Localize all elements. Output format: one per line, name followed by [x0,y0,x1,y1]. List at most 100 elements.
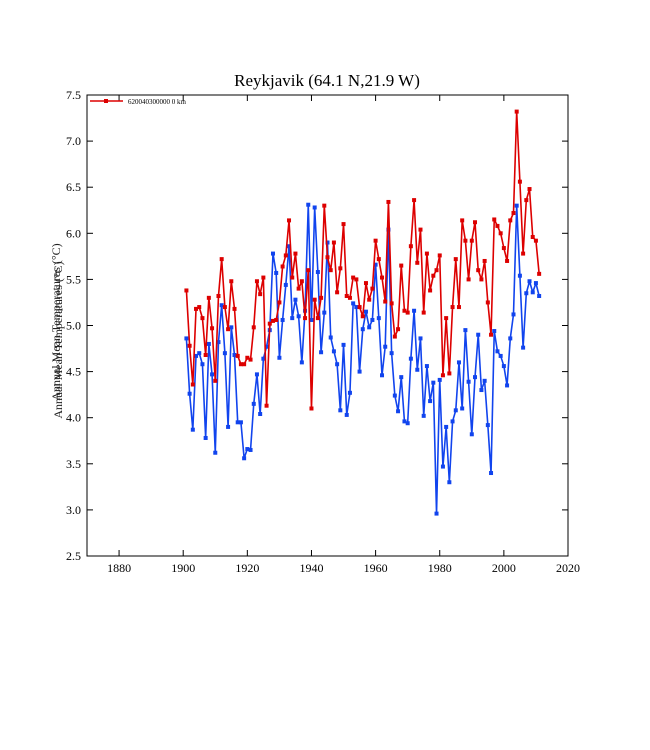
data-point [206,341,211,346]
data-point [405,310,410,315]
data-point [274,317,279,322]
data-point [415,367,420,372]
data-point [258,412,263,417]
data-point [527,279,532,284]
data-point [524,198,529,203]
data-point [479,388,484,393]
data-point [216,294,221,298]
data-point [489,471,494,476]
data-point [508,336,513,341]
y-tick-label: 5.5 [66,272,81,286]
data-point [344,294,349,298]
data-point [396,327,401,332]
data-point [299,279,304,284]
y-tick-label: 5.0 [66,319,81,333]
data-point [226,424,231,429]
data-point [322,203,327,208]
data-point [389,301,394,306]
x-tick-label: 1960 [364,561,388,575]
data-point [306,268,311,273]
data-point [203,353,208,357]
data-point [514,109,519,114]
data-point [315,316,320,321]
data-point [357,305,362,310]
data-point [187,343,192,348]
data-point [280,317,285,322]
data-point [277,300,282,305]
data-point [338,408,343,413]
data-point [219,257,224,262]
data-point [505,383,510,388]
chart-title: Reykjavik (64.1 N,21.9 W) [234,71,420,90]
data-point [261,275,266,280]
data-point [469,432,474,437]
data-point [187,391,192,396]
data-point [489,332,494,337]
data-point [376,316,381,321]
data-point [447,480,452,485]
data-point [447,371,452,376]
data-point [415,260,420,265]
data-point [197,305,202,310]
data-point [351,301,356,306]
data-point [200,362,205,367]
data-point [421,310,426,315]
data-point [232,306,237,311]
y-axis-label-group: Annual Mean Temperatures (°C) Annual Mea… [49,243,65,418]
data-point [482,258,487,263]
data-point [335,290,340,295]
data-point [274,270,279,275]
data-point [347,295,352,300]
data-point [492,329,497,334]
data-point [235,420,240,425]
data-point [460,218,465,223]
data-point [492,217,497,222]
data-point [261,356,266,361]
legend-marker [104,99,108,103]
data-point [354,305,359,310]
data-point [303,316,308,321]
data-point [380,373,385,378]
data-point [370,286,375,291]
data-point [505,258,510,263]
data-point [418,336,423,341]
y-tick-label: 3.5 [66,457,81,471]
x-tick-label: 1880 [107,561,131,575]
data-point [418,227,423,232]
data-point [476,268,481,273]
data-point [392,334,397,339]
data-point [424,251,429,256]
data-point [428,288,433,293]
y-tick-label: 4.0 [66,411,81,425]
data-point [216,340,221,345]
data-point [293,251,298,256]
data-point [206,295,211,300]
data-point [267,321,272,326]
data-point [222,305,227,310]
data-point [466,379,471,384]
data-point [287,218,292,223]
data-point [351,275,356,280]
data-point [386,199,391,204]
data-point [498,353,503,358]
data-point [254,372,259,377]
y-axis-label-overprint: Annual Mean Temperatures (°C) [51,261,65,418]
data-point [514,203,519,208]
data-point [424,364,429,369]
data-point [428,399,433,404]
data-point [524,291,529,296]
y-tick-label: 4.5 [66,365,81,379]
x-tick-label: 1940 [299,561,323,575]
data-point [360,314,365,319]
data-point [383,344,388,349]
data-point [533,238,538,243]
data-point [319,350,324,355]
data-point [194,306,199,311]
data-point [498,231,503,236]
data-point [245,355,250,360]
data-point [450,305,455,310]
data-point [530,234,535,239]
x-tick-label: 2000 [492,561,516,575]
data-point [537,294,542,298]
data-point [287,244,292,249]
